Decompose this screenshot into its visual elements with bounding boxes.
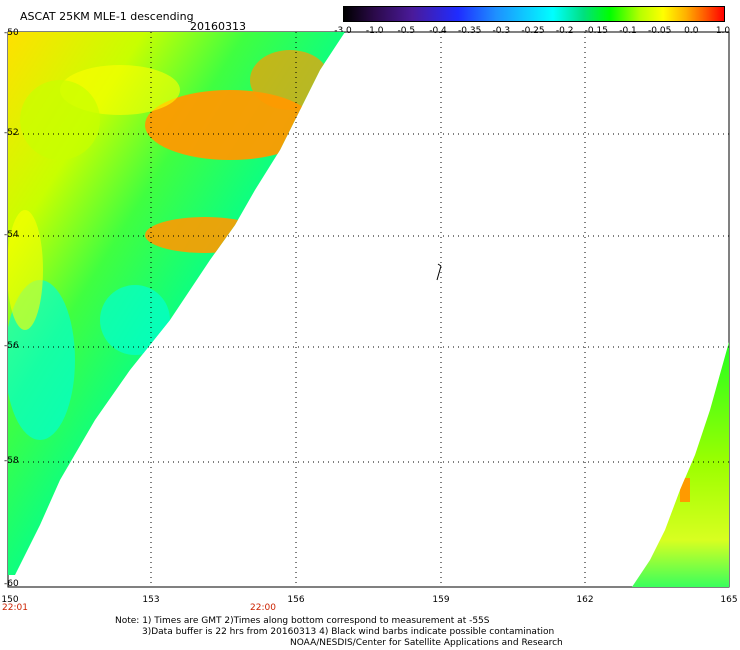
colorbar-tick-label: -0.35 [458, 26, 482, 36]
lat-label: -60 [4, 579, 19, 589]
note-line-2: 3)Data buffer is 22 hrs from 20160313 4)… [142, 627, 555, 637]
wind-barb-icon [436, 263, 442, 281]
lat-label: -58 [4, 456, 19, 466]
map-title: ASCAT 25KM MLE-1 descending [20, 10, 194, 23]
time-label: 22:01 [2, 603, 28, 613]
lon-label: 156 [287, 595, 305, 605]
note-line-3: NOAA/NESDIS/Center for Satellite Applica… [290, 638, 563, 648]
colorbar-tick-label: -3.0 [334, 26, 352, 36]
lon-label: 162 [576, 595, 594, 605]
colorbar-tick-label: -0.5 [397, 26, 416, 36]
lat-label: -54 [4, 230, 19, 240]
colorbar-tick-label: -0.1 [619, 26, 637, 36]
colorbar-tick-label: -0.2 [555, 26, 574, 36]
left-swath [8, 32, 345, 575]
colorbar-tick-label: -0.25 [521, 26, 545, 36]
footer-note: Note: 1) Times are GMT 2)Times along bot… [115, 616, 563, 649]
colorbar [343, 6, 725, 22]
lon-label: 165 [720, 595, 738, 605]
lat-label: -52 [4, 128, 19, 138]
colorbar-tick-label: 1.0 [715, 26, 731, 36]
map-date: 20160313 [190, 20, 246, 33]
lon-label: 153 [142, 595, 160, 605]
note-line-1: Note: 1) Times are GMT 2)Times along bot… [115, 616, 490, 626]
right-swath [632, 342, 729, 587]
colorbar-tick-label: -0.4 [429, 26, 447, 36]
colorbar-tick-label: -1.0 [365, 26, 384, 36]
lat-label: -56 [4, 341, 19, 351]
grid-lines [8, 32, 729, 587]
colorbar-tick-label: 0.0 [684, 26, 699, 36]
colorbar-tick-label: -0.05 [648, 26, 672, 36]
colorbar-tick-label: -0.3 [492, 26, 511, 36]
time-label: 22:00 [250, 603, 276, 613]
colorbar-tick-label: -0.15 [584, 26, 608, 36]
lon-label: 150 [1, 595, 19, 605]
lon-label: 159 [432, 595, 450, 605]
lat-label: -50 [4, 28, 19, 38]
